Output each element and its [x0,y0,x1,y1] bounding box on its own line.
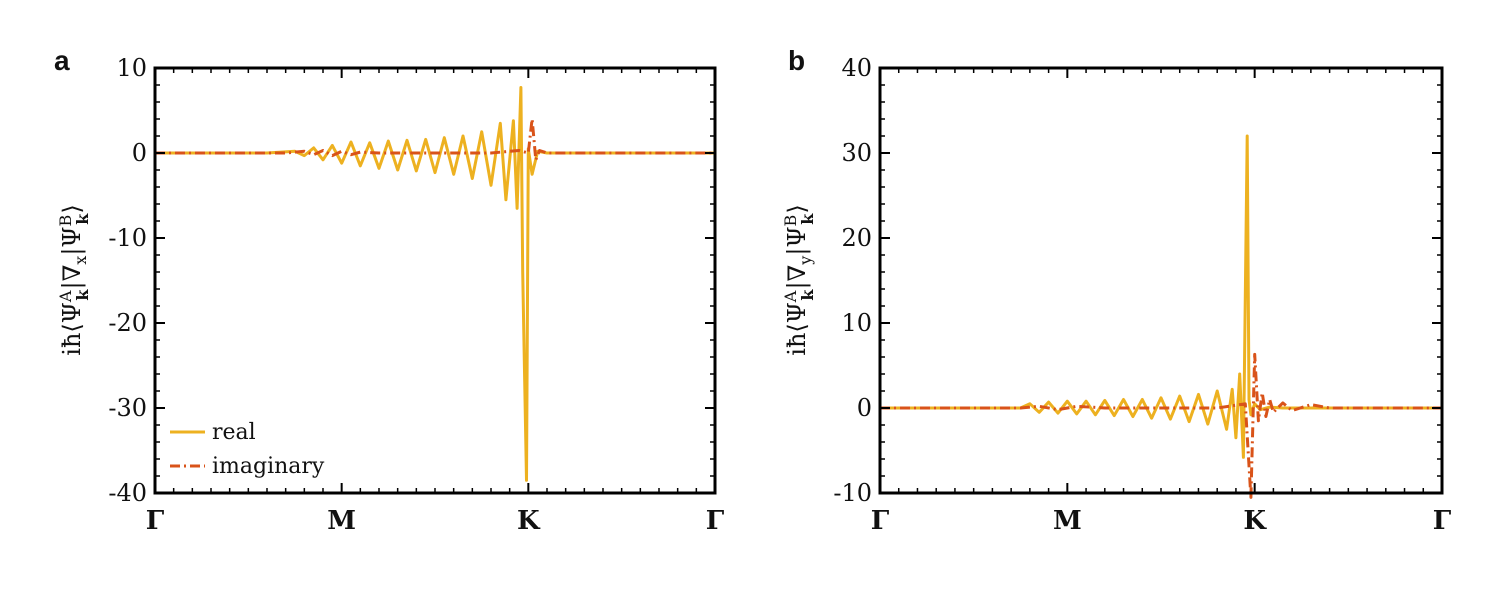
y-tick-label: -10 [108,224,147,252]
x-category-label: M [327,506,356,536]
ylabel-a: iħ⟨ΨAk|∇x|ΨBk⟩ [56,204,92,355]
panel-a: a 100-10-20-30-40Γ M K Γ iħ⟨ΨAk|∇x|ΨBk⟩ rea… [54,45,725,536]
series-imaginary-line [880,352,1442,499]
panel-b-letter: b [788,45,805,76]
legend-real-label: real [212,420,256,445]
axes-frame-b [878,66,1444,495]
series-real-line [155,86,715,482]
y-tick-label: 0 [132,139,147,167]
y-tick-label: 10 [841,309,872,337]
y-tick-label: 0 [857,394,872,422]
legend: real imaginary [170,420,325,479]
legend-imaginary-label: imaginary [212,454,325,479]
y-tick-label: 10 [116,54,147,82]
y-tick-label: 40 [841,54,872,82]
plot-area-a: 100-10-20-30-40Γ M K Γ [108,54,724,536]
x-category-label: K [1243,506,1267,536]
x-category-label: Γ [1433,506,1452,536]
x-category-label: K [517,506,541,536]
x-category-label: Γ [871,506,890,536]
ylabel-b: iħ⟨ΨAk|∇y|ΨBk⟩ [781,204,817,355]
y-tick-label: -10 [833,479,872,507]
y-tick-label: 20 [841,224,872,252]
series-imaginary-line [155,117,715,162]
axes-frame-a [153,66,717,495]
x-category-label: Γ [706,506,725,536]
x-category-label: M [1053,506,1082,536]
y-tick-label: -20 [108,309,147,337]
y-tick-label: 30 [841,139,872,167]
panel-a-letter: a [54,45,70,76]
x-category-label: Γ [146,506,165,536]
y-tick-label: -30 [108,394,147,422]
y-tick-label: -40 [108,479,147,507]
